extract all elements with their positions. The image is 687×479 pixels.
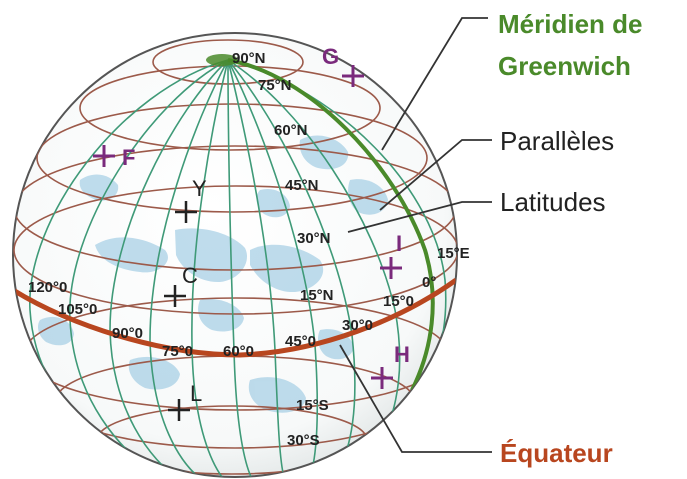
- leader-lines: [339, 17, 492, 453]
- equator-line: [13, 277, 457, 358]
- point-i-label: I: [396, 231, 402, 256]
- point-f-label: F: [122, 145, 135, 170]
- point-l-label: L: [190, 381, 202, 406]
- point-g-cross: [342, 65, 364, 87]
- latitude-labels: 90°N 75°N 60°N 45°N 30°N 15°N 15°S 30°S: [232, 50, 334, 449]
- lon-label-120w: 120°0: [28, 279, 67, 296]
- meridians: [29, 59, 447, 477]
- point-h-label: H: [394, 342, 410, 367]
- point-f-cross: [93, 145, 115, 167]
- callout-paralleles: Parallèles: [500, 126, 614, 156]
- leader-paralleles: [379, 139, 492, 211]
- callout-greenwich-line1: Méridien de: [498, 9, 642, 39]
- lat-label-75n: 75°N: [258, 77, 292, 94]
- point-l-cross: [168, 399, 190, 421]
- greenwich-meridian: [227, 58, 435, 391]
- lat-label-15s: 15°S: [296, 397, 329, 414]
- magenta-points: [93, 65, 402, 389]
- black-points: [164, 201, 197, 421]
- point-h-cross: [371, 367, 393, 389]
- lat-label-45n: 45°N: [285, 177, 319, 194]
- callout-greenwich-line2: Greenwich: [498, 51, 631, 81]
- point-y-label: Y: [192, 176, 207, 201]
- lat-label-90n: 90°N: [232, 50, 266, 67]
- lat-label-60n: 60°N: [274, 122, 308, 139]
- leader-greenwich: [381, 17, 488, 151]
- callout-equateur: Équateur: [500, 438, 613, 468]
- point-c-cross: [164, 285, 186, 307]
- lat-label-30n: 30°N: [297, 230, 331, 247]
- parallel-15n: [13, 185, 457, 315]
- lat-label-15n: 15°N: [300, 287, 334, 304]
- lon-label-15w: 15°0: [383, 293, 414, 310]
- pole-cap: [206, 54, 238, 66]
- lon-label-60w: 60°0: [223, 343, 254, 360]
- lon-label-75w: 75°0: [162, 343, 193, 360]
- leader-latitudes: [347, 201, 492, 233]
- longitude-labels: 120°0 105°0 90°0 75°0 60°0 45°0 30°0 15°…: [28, 245, 470, 360]
- lon-label-30w: 30°0: [342, 317, 373, 334]
- lat-label-30s: 30°S: [287, 432, 320, 449]
- point-i-cross: [380, 257, 402, 279]
- lon-label-0: 0°: [422, 274, 436, 291]
- lon-label-45w: 45°0: [285, 333, 316, 350]
- point-g-label: G: [322, 44, 339, 69]
- lon-label-90w: 90°0: [112, 325, 143, 342]
- lon-label-105w: 105°0: [58, 301, 97, 318]
- point-c-label: C: [182, 263, 198, 288]
- parallel-45n: [36, 103, 428, 213]
- lon-label-15e: 15°E: [437, 245, 470, 262]
- point-y-cross: [175, 201, 197, 223]
- leader-equateur: [339, 344, 492, 453]
- callout-latitudes: Latitudes: [500, 187, 606, 217]
